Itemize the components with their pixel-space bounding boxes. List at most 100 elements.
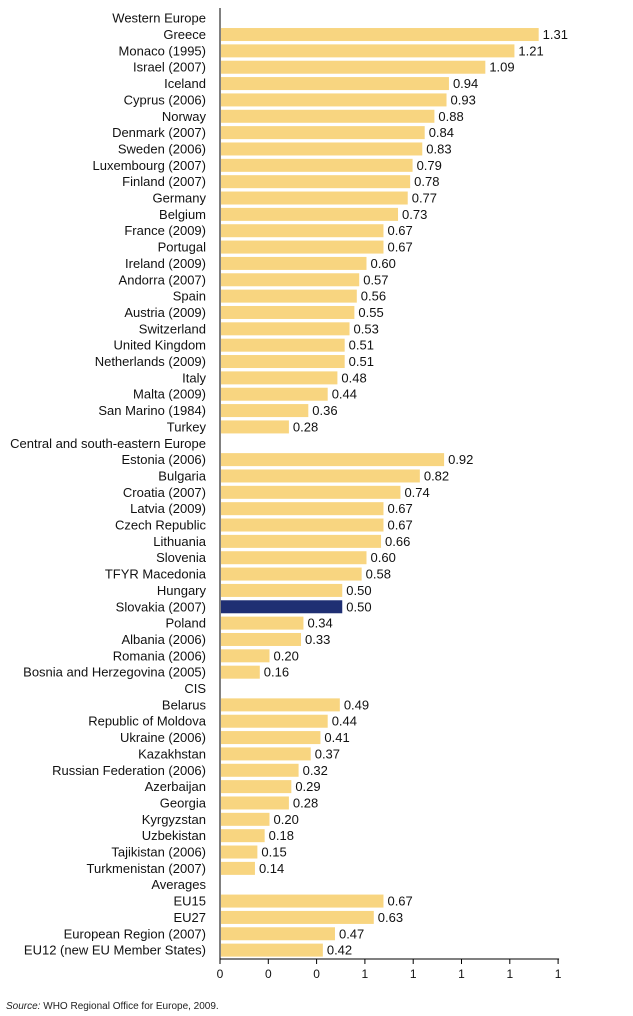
category-label: Belgium bbox=[159, 207, 206, 222]
category-label: Uzbekistan bbox=[142, 828, 206, 843]
data-label: 0.77 bbox=[412, 191, 437, 206]
bar bbox=[221, 829, 265, 843]
bar bbox=[221, 28, 539, 42]
group-label: Central and south-eastern Europe bbox=[10, 436, 206, 451]
bar bbox=[221, 943, 323, 957]
category-label: Republic of Moldova bbox=[88, 714, 207, 729]
category-label: Luxembourg (2007) bbox=[93, 158, 206, 173]
group-label: Averages bbox=[151, 877, 206, 892]
bar bbox=[221, 763, 299, 777]
category-label: France (2009) bbox=[124, 223, 206, 238]
bar bbox=[221, 894, 384, 908]
category-label: Estonia (2006) bbox=[121, 452, 206, 467]
category-label: Iceland bbox=[164, 76, 206, 91]
bar bbox=[221, 453, 445, 467]
bar bbox=[221, 616, 304, 630]
bar bbox=[221, 420, 289, 434]
data-label: 0.60 bbox=[371, 550, 396, 565]
category-label: Slovenia bbox=[156, 550, 207, 565]
bar bbox=[221, 305, 355, 319]
category-label: TFYR Macedonia bbox=[105, 567, 207, 582]
bar bbox=[221, 796, 289, 810]
data-label: 0.50 bbox=[346, 599, 371, 614]
bar bbox=[221, 583, 343, 597]
category-label: EU27 bbox=[173, 910, 206, 925]
data-label: 0.56 bbox=[361, 289, 386, 304]
category-label: European Region (2007) bbox=[64, 926, 206, 941]
bar bbox=[221, 485, 401, 499]
bar bbox=[221, 191, 408, 205]
category-label: Switzerland bbox=[139, 321, 206, 336]
bar bbox=[221, 387, 328, 401]
bar bbox=[221, 469, 420, 483]
category-label: Russian Federation (2006) bbox=[52, 763, 206, 778]
bar bbox=[221, 698, 340, 712]
category-label: Hungary bbox=[157, 583, 207, 598]
data-label: 0.44 bbox=[332, 387, 357, 402]
data-label: 0.84 bbox=[429, 125, 454, 140]
category-label: Austria (2009) bbox=[124, 305, 206, 320]
x-tick-label: 1 bbox=[362, 967, 369, 981]
category-label: Albania (2006) bbox=[121, 632, 206, 647]
data-label: 0.57 bbox=[363, 272, 388, 287]
data-label: 0.74 bbox=[404, 485, 429, 500]
category-label: Germany bbox=[153, 191, 207, 206]
data-label: 0.37 bbox=[315, 746, 340, 761]
x-tick-label: 1 bbox=[555, 967, 562, 981]
bar bbox=[221, 927, 335, 941]
bar bbox=[221, 126, 425, 140]
category-label: Latvia (2009) bbox=[130, 501, 206, 516]
data-label: 0.67 bbox=[387, 518, 412, 533]
category-label: Turkmenistan (2007) bbox=[87, 861, 206, 876]
data-label: 0.49 bbox=[344, 697, 369, 712]
category-label: Denmark (2007) bbox=[112, 125, 206, 140]
data-label: 0.88 bbox=[438, 109, 463, 124]
data-label: 0.67 bbox=[387, 223, 412, 238]
category-label: Slovakia (2007) bbox=[116, 599, 206, 614]
data-label: 0.41 bbox=[324, 730, 349, 745]
category-label: EU15 bbox=[173, 894, 206, 909]
bar bbox=[221, 44, 515, 58]
bar bbox=[221, 338, 345, 352]
data-label: 0.50 bbox=[346, 583, 371, 598]
bar bbox=[221, 502, 384, 516]
source-label: Source: bbox=[6, 1001, 41, 1012]
bar bbox=[221, 77, 449, 91]
data-label: 0.73 bbox=[402, 207, 427, 222]
data-label: 0.55 bbox=[358, 305, 383, 320]
bar bbox=[221, 649, 270, 663]
bar bbox=[221, 240, 384, 254]
bar bbox=[221, 207, 399, 221]
x-tick-label: 0 bbox=[313, 967, 320, 981]
data-label: 0.28 bbox=[293, 419, 318, 434]
data-label: 1.21 bbox=[518, 43, 543, 58]
data-label: 0.48 bbox=[341, 370, 366, 385]
data-label: 0.66 bbox=[385, 534, 410, 549]
bar bbox=[221, 93, 447, 107]
data-label: 0.58 bbox=[366, 567, 391, 582]
category-label: Lithuania bbox=[153, 534, 207, 549]
category-label: Georgia bbox=[160, 795, 207, 810]
category-label: San Marino (1984) bbox=[98, 403, 206, 418]
data-label: 0.20 bbox=[274, 648, 299, 663]
data-label: 0.28 bbox=[293, 795, 318, 810]
x-tick-label: 1 bbox=[506, 967, 513, 981]
category-label: Czech Republic bbox=[115, 518, 207, 533]
bar bbox=[221, 371, 338, 385]
bar bbox=[221, 731, 321, 745]
bar bbox=[221, 910, 374, 924]
category-label: Romania (2006) bbox=[113, 648, 206, 663]
data-label: 0.44 bbox=[332, 714, 357, 729]
bar bbox=[221, 142, 423, 156]
category-label: Cyprus (2006) bbox=[124, 92, 206, 107]
bar bbox=[221, 158, 413, 172]
group-label: Western Europe bbox=[112, 11, 206, 26]
category-label: United Kingdom bbox=[114, 338, 207, 353]
data-label: 0.83 bbox=[426, 141, 451, 156]
category-label: Kyrgyzstan bbox=[142, 812, 206, 827]
bar bbox=[221, 518, 384, 532]
bar bbox=[221, 780, 292, 794]
data-label: 0.34 bbox=[307, 616, 332, 631]
data-label: 0.79 bbox=[417, 158, 442, 173]
data-label: 0.93 bbox=[451, 92, 476, 107]
